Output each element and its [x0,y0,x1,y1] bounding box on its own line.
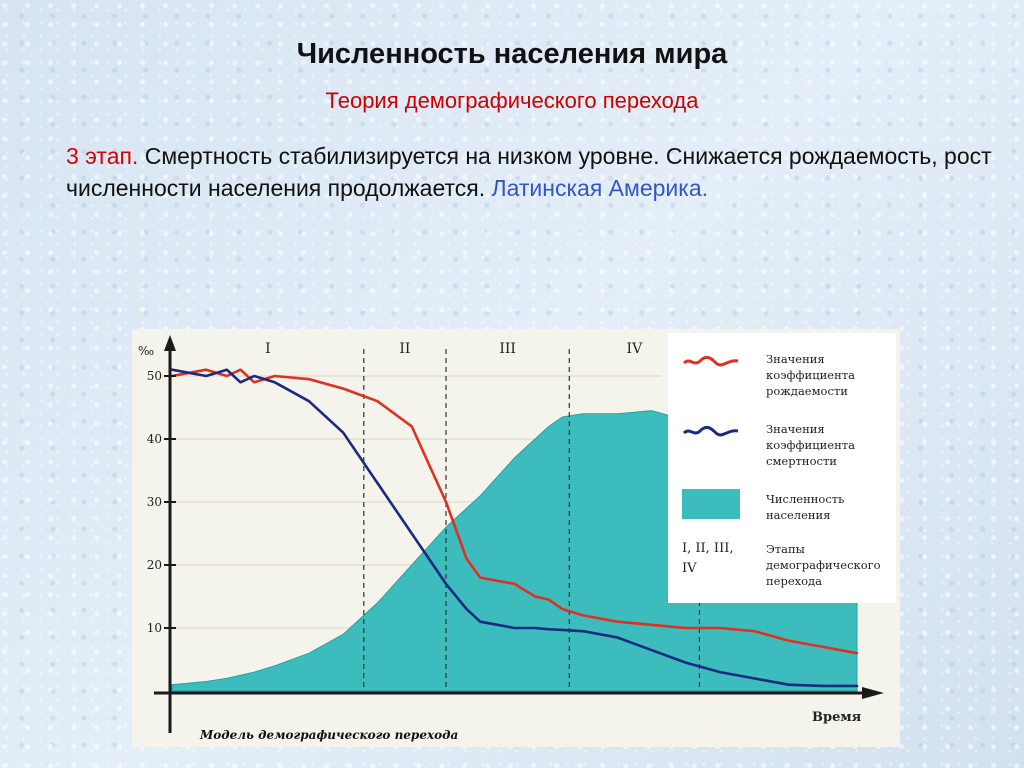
legend-birth-label: Значения коэффициента рождаемости [766,352,855,398]
region-label: Латинская Америка. [491,175,709,201]
legend-item-death: Значения коэффициента смертности [682,417,892,473]
y-tick-label: 20 [147,558,162,572]
legend-item-population: Численность населения [682,485,892,529]
slide-subtitle: Теория демографического перехода [325,88,699,113]
chart-figure: I II III IV ‰ Время Модель демографического… [132,329,900,747]
stage-label: 3 этап. [66,143,139,169]
legend-population-swatch [682,489,740,519]
legend-item-stages: I, II, III, IV Этапы демографического пе… [682,539,892,599]
stage-label: II [399,341,410,357]
stage-label: I [265,341,271,357]
slide-title: Численность населения мира [296,38,728,70]
death-rate-line [170,368,859,688]
y-tick-label: 10 [147,621,162,635]
legend-population-label: Численность населения [766,492,845,522]
y-tick-label: 50 [147,369,162,383]
birth-rate-line [170,368,859,655]
chart-caption: Модель демографического перехода [199,728,458,742]
x-axis-arrow [862,687,884,699]
stage-label: III [499,341,516,357]
stage-label: IV [627,341,644,357]
y-tick-label: 40 [147,432,162,446]
body-description: Смертность стабилизируется на низком уро… [66,143,992,201]
legend-item-birth: Значения коэффициента рождаемости [682,347,892,403]
legend-birth-swatch [682,355,739,367]
body-text: 3 этап. Смертность стабилизируется на ни… [66,140,1006,204]
y-axis-arrow [164,335,176,351]
x-axis-label: Время [812,710,862,725]
legend-death-swatch [682,425,739,437]
chart-legend: Значения коэффициента рождаемости Значен… [668,333,896,603]
legend-death-label: Значения коэффициента смертности [766,422,855,468]
y-tick-label: 30 [147,495,162,509]
legend-stages-symbol: I, II, III, IV [682,541,734,576]
legend-stages-label: Этапы демографического перехода [766,542,881,588]
y-axis-unit-label: ‰ [138,344,154,358]
